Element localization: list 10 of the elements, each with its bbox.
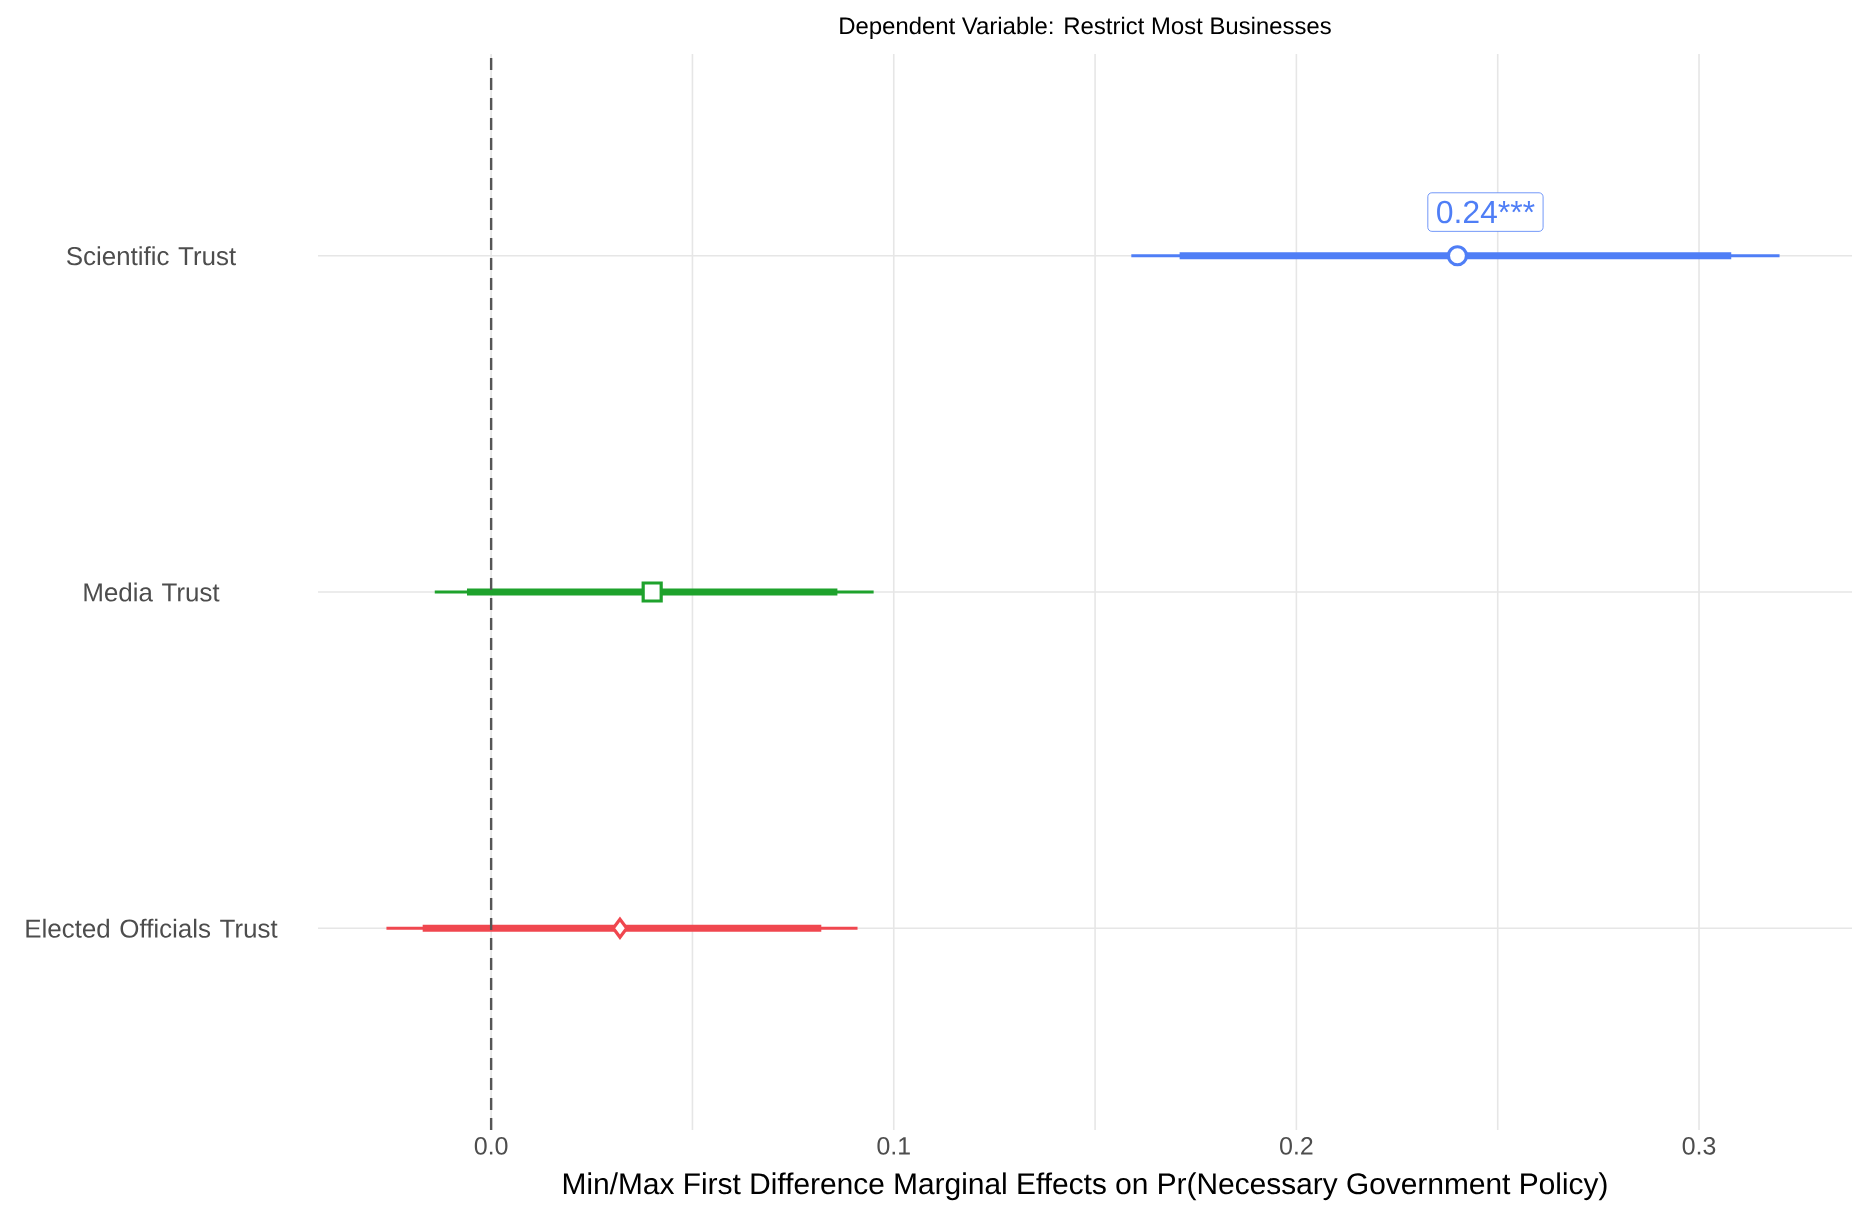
y-tick-label: Scientific Trust [66, 246, 236, 266]
y-tick-label: Elected Officials Trust [26, 918, 278, 938]
x-tick-label: 0.3 [1682, 1137, 1716, 1155]
x-tick-label: 0.1 [877, 1137, 910, 1155]
y-tick-label: Media Trust [84, 582, 220, 602]
x-tick-label: 0.2 [1280, 1137, 1313, 1155]
annotation: 0.24*** [1437, 200, 1535, 224]
x-tick-label: 0.0 [474, 1137, 508, 1155]
x-axis-title: Min/Max First Difference Marginal Effects on Pr(Necessary Government Policy) [563, 1172, 1607, 1201]
chart-title: Dependent Variable: Restrict Most Businesses [840, 16, 1331, 40]
